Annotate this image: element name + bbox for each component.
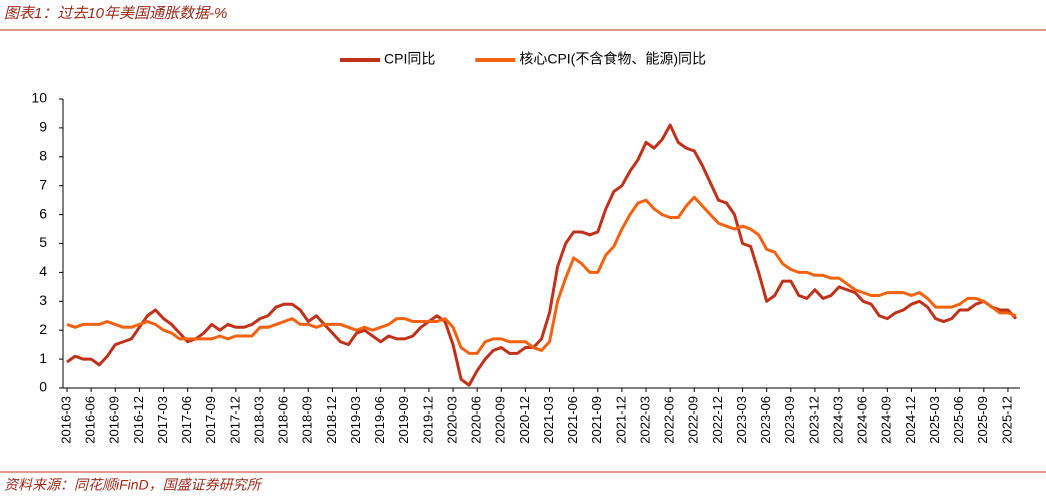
- chart-title: 图表1：过去10年美国通胀数据-%: [4, 5, 227, 22]
- x-tick-label: 2021-09: [589, 396, 604, 444]
- y-tick-label: 4: [39, 263, 47, 279]
- x-tick-label: 2018-03: [251, 396, 266, 444]
- x-tick-label: 2022-03: [637, 396, 652, 444]
- x-tick-label: 2016-03: [58, 396, 73, 444]
- x-tick-label: 2020-12: [517, 396, 532, 444]
- x-tick-label: 2023-09: [782, 396, 797, 444]
- x-tick-label: 2017-12: [227, 396, 242, 444]
- x-tick-label: 2025-06: [951, 396, 966, 444]
- y-tick-label: 3: [39, 292, 47, 308]
- x-tick-label: 2016-06: [83, 396, 98, 444]
- x-tick-label: 2024-12: [903, 396, 918, 444]
- x-tick-label: 2025-09: [975, 396, 990, 444]
- y-tick-label: 6: [39, 205, 47, 221]
- x-tick-label: 2022-12: [710, 396, 725, 444]
- x-tick-label: 2019-09: [396, 396, 411, 444]
- x-tick-label: 2023-06: [758, 396, 773, 444]
- x-tick-label: 2017-06: [179, 396, 194, 444]
- x-tick-label: 2021-12: [613, 396, 628, 444]
- x-tick-label: 2019-12: [420, 396, 435, 444]
- y-tick-label: 2: [39, 321, 47, 337]
- x-tick-label: 2019-03: [348, 396, 363, 444]
- x-tick-label: 2018-09: [300, 396, 315, 444]
- x-tick-label: 2024-06: [855, 396, 870, 444]
- x-tick-label: 2023-03: [734, 396, 749, 444]
- x-tick-label: 2016-09: [107, 396, 122, 444]
- x-tick-label: 2017-09: [203, 396, 218, 444]
- source: 资料来源：同花顺iFinD，国盛证券研究所: [4, 477, 263, 493]
- y-tick-label: 8: [39, 148, 47, 164]
- x-tick-label: 2025-03: [927, 396, 942, 444]
- x-tick-label: 2020-09: [493, 396, 508, 444]
- x-tick-label: 2022-09: [686, 396, 701, 444]
- y-tick-label: 5: [39, 234, 47, 250]
- y-tick-label: 7: [39, 176, 47, 192]
- y-tick-label: 10: [31, 90, 47, 106]
- x-tick-label: 2024-03: [830, 396, 845, 444]
- legend-label: CPI同比: [384, 51, 435, 67]
- y-tick-label: 9: [39, 119, 47, 135]
- x-tick-label: 2016-12: [131, 396, 146, 444]
- line-series: [66, 195, 1017, 355]
- x-tick-label: 2025-12: [999, 396, 1014, 444]
- x-tick-label: 2021-03: [541, 396, 556, 444]
- x-tick-label: 2022-06: [662, 396, 677, 444]
- x-tick-label: 2018-06: [276, 396, 291, 444]
- legend-label: 核心CPI(不含食物、能源)同比: [519, 51, 706, 67]
- x-tick-label: 2024-09: [879, 396, 894, 444]
- x-tick-label: 2021-06: [565, 396, 580, 444]
- x-tick-label: 2017-03: [155, 396, 170, 444]
- x-tick-label: 2020-03: [444, 396, 459, 444]
- line-series: [66, 123, 1018, 387]
- x-tick-label: 2018-12: [324, 396, 339, 444]
- y-tick-label: 0: [39, 379, 47, 395]
- y-tick-label: 1: [39, 350, 47, 366]
- x-tick-label: 2023-12: [806, 396, 821, 444]
- x-tick-label: 2019-06: [372, 396, 387, 444]
- x-tick-label: 2020-06: [469, 396, 484, 444]
